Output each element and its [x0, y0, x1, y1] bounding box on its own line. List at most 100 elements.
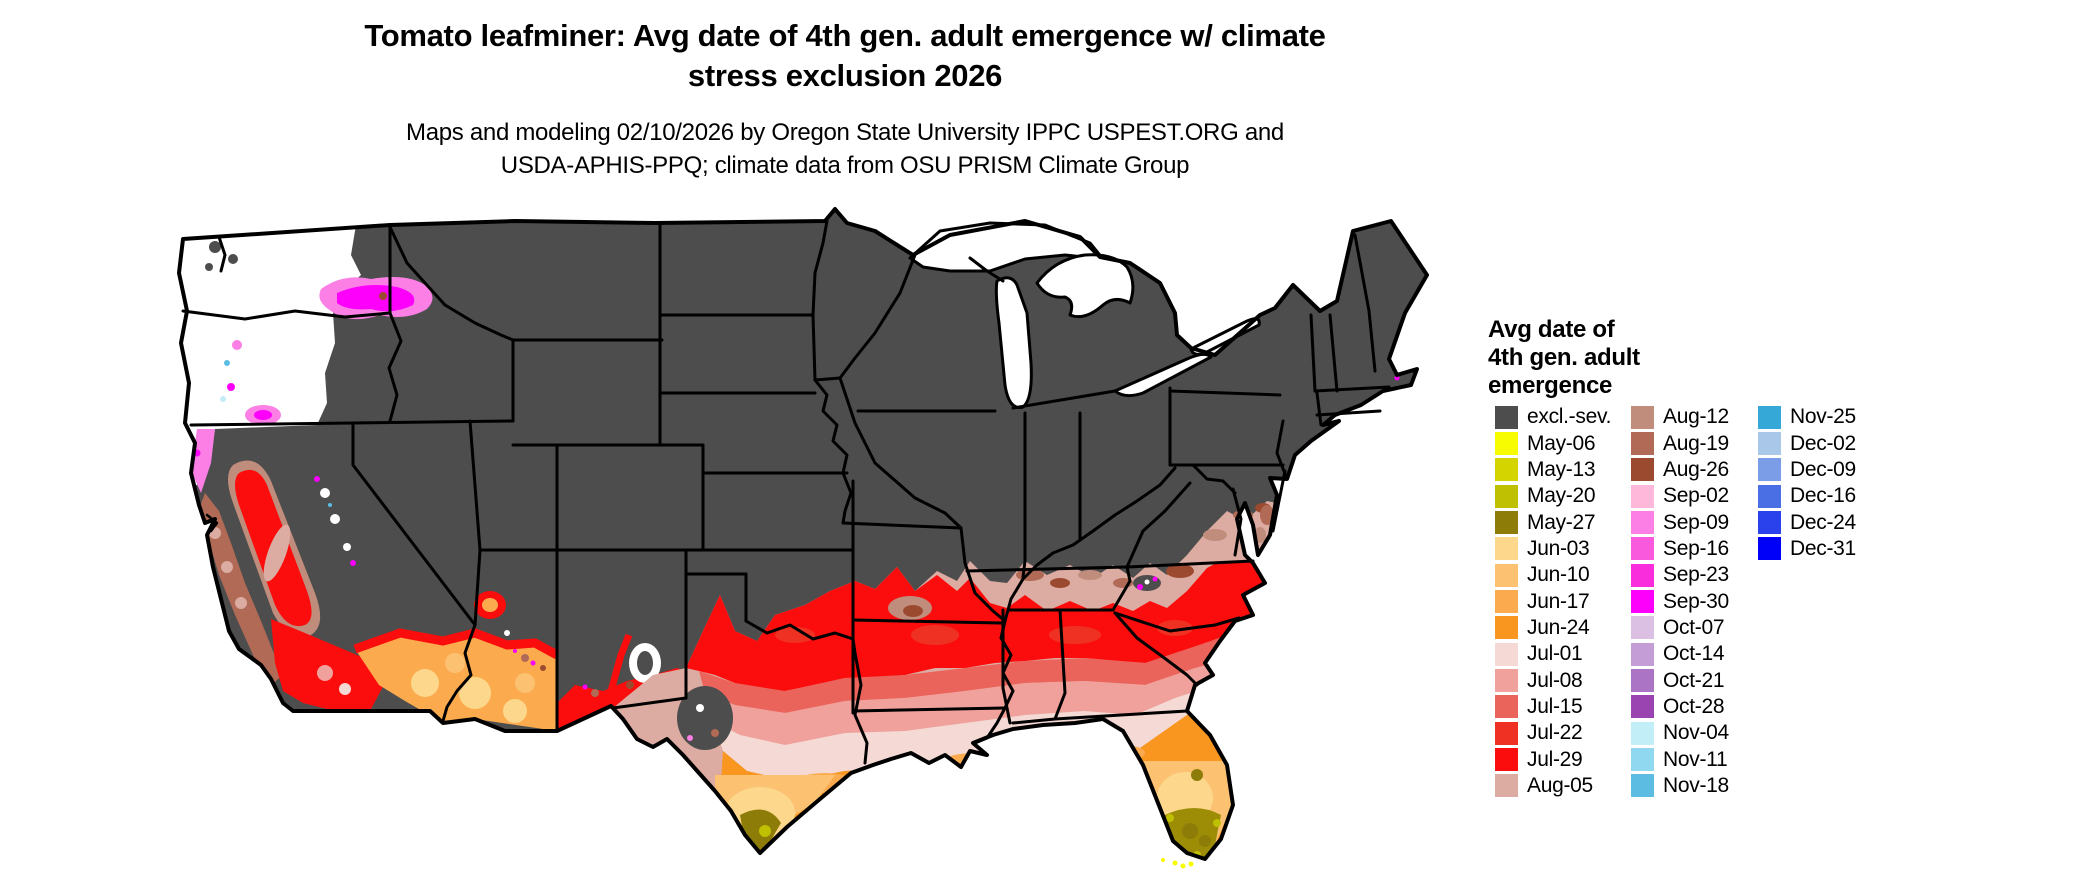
legend-heading: Avg date of 4th gen. adult emergence — [1488, 316, 1640, 400]
legend-item: May-06 — [1495, 430, 1611, 456]
border-missouri-river — [813, 378, 853, 525]
legend-label: Jul-22 — [1527, 721, 1583, 745]
lake-ontario — [1189, 317, 1261, 356]
legend-label: Jul-01 — [1527, 642, 1583, 666]
legend-swatch — [1495, 590, 1518, 614]
legend-swatch — [1631, 484, 1654, 508]
region-delmarva-brown — [1260, 505, 1274, 525]
legend-label: May-06 — [1527, 431, 1596, 455]
map-subtitle-line1: Maps and modeling 02/10/2026 by Oregon S… — [406, 119, 1284, 146]
border-wa-or — [181, 309, 392, 321]
map-title-line2: stress exclusion 2026 — [687, 58, 1003, 93]
legend-heading-line1: Avg date of — [1488, 316, 1615, 343]
region-fl-olive-bright — [1213, 819, 1221, 827]
legend-item: Jul-22 — [1495, 720, 1611, 746]
legend-swatch — [1495, 774, 1518, 798]
region-sw-oregon-patch-core — [254, 410, 272, 420]
legend-label: May-27 — [1527, 510, 1596, 534]
border-fl-ga — [1011, 709, 1189, 725]
map-subtitle: Maps and modeling 02/10/2026 by Oregon S… — [175, 116, 1515, 182]
legend-label: Dec-24 — [1790, 510, 1856, 534]
legend-item: Aug-05 — [1495, 773, 1611, 799]
region-rio-grande-red — [607, 633, 633, 692]
region-ca-coast-rose — [221, 561, 233, 573]
region-wtx-magenta — [687, 735, 693, 741]
legend-item: May-13 — [1495, 457, 1611, 483]
map-fill-layers — [179, 209, 1427, 859]
legend-label: Sep-30 — [1663, 589, 1729, 613]
legend-label: May-20 — [1527, 484, 1596, 508]
legend-label: Sep-09 — [1663, 510, 1729, 534]
border-pa-ny — [1168, 389, 1282, 397]
map-title-line1: Tomato leafminer: Avg date of 4th gen. a… — [364, 18, 1326, 53]
border-ms-al — [1001, 608, 1012, 725]
border-md-va-potomac — [1191, 463, 1237, 495]
region-keys-yellow — [1180, 863, 1186, 869]
region-fl-olive-bright — [1166, 814, 1174, 822]
legend-item: Oct-07 — [1631, 615, 1729, 641]
region-sierra-magenta-speck — [350, 560, 356, 566]
legend-label: Nov-11 — [1663, 747, 1728, 771]
legend-item: Aug-12 — [1631, 404, 1729, 430]
region-se-jul15-band — [699, 611, 1285, 713]
us-map — [175, 163, 1445, 880]
legend-swatch — [1631, 616, 1654, 640]
legend-swatch — [1631, 642, 1654, 666]
puget-sound — [217, 235, 227, 273]
region-smokies-magenta — [1152, 576, 1158, 582]
region-ca-coast-rose — [235, 597, 247, 609]
legend-label: Jul-08 — [1527, 668, 1583, 692]
state-borders — [181, 219, 1391, 765]
legend-heading-line2: 4th gen. adult — [1488, 344, 1640, 371]
legend-item: excl.-sev. — [1495, 404, 1611, 430]
region-socal-red — [271, 619, 385, 711]
legend-item: Jul-15 — [1495, 694, 1611, 720]
border-sd-mn — [811, 313, 817, 382]
great-lakes — [908, 221, 1261, 410]
legend-item: Jun-24 — [1495, 615, 1611, 641]
border-ny-vt — [1309, 313, 1317, 393]
legend-item: Jun-10 — [1495, 562, 1611, 588]
legend-label: Oct-21 — [1663, 668, 1725, 692]
legend-item: Dec-16 — [1758, 483, 1856, 509]
legend-item: Sep-30 — [1631, 588, 1729, 614]
legend-item: Jul-08 — [1495, 667, 1611, 693]
border-mississippi-river — [838, 253, 1015, 745]
legend-swatch — [1631, 432, 1654, 456]
legend-swatch — [1495, 695, 1518, 719]
map-title: Tomato leafminer: Avg date of 4th gen. a… — [175, 16, 1515, 96]
region-nm-magenta-speck — [582, 684, 588, 690]
legend-label: excl.-sev. — [1527, 405, 1612, 429]
legend-label: May-13 — [1527, 457, 1596, 481]
legend-label: Dec-16 — [1790, 484, 1856, 508]
region-az-jun10 — [515, 673, 535, 693]
legend-column-1: excl.-sev. May-06 May-13 May-20 May-27 Jun-03… — [1495, 404, 1611, 799]
region-ca-coast-range — [199, 493, 283, 685]
legend-swatch — [1495, 642, 1518, 666]
border-nd-mn — [811, 219, 829, 317]
region-fl-olive-dark — [1182, 823, 1198, 839]
legend-label: Aug-26 — [1663, 457, 1729, 481]
region-az-peak-white — [504, 630, 510, 636]
region-sierra-white — [330, 514, 340, 524]
region-valley-rose-streak — [263, 524, 291, 582]
legend-swatch — [1631, 405, 1654, 429]
legend-swatch — [1631, 563, 1654, 587]
legend-swatch — [1631, 774, 1654, 798]
legend-label: Oct-14 — [1663, 642, 1725, 666]
legend-item: Nov-04 — [1631, 720, 1729, 746]
legend-label: Sep-23 — [1663, 563, 1729, 587]
border-ar-la — [851, 706, 1007, 713]
region-orange-mottle — [941, 753, 1009, 773]
region-socal-pink — [317, 665, 333, 681]
legend-swatch — [1631, 669, 1654, 693]
region-tn-brown — [1078, 570, 1102, 580]
legend-swatch — [1631, 537, 1654, 561]
region-mogollon-brown — [521, 654, 529, 662]
region-vegas-orange — [482, 598, 498, 612]
legend-swatch — [1495, 669, 1518, 693]
region-ozark-brown-core — [903, 605, 923, 617]
legend-item: Sep-16 — [1631, 536, 1729, 562]
legend-item: Oct-14 — [1631, 641, 1729, 667]
region-smokies-magenta — [1137, 584, 1143, 590]
